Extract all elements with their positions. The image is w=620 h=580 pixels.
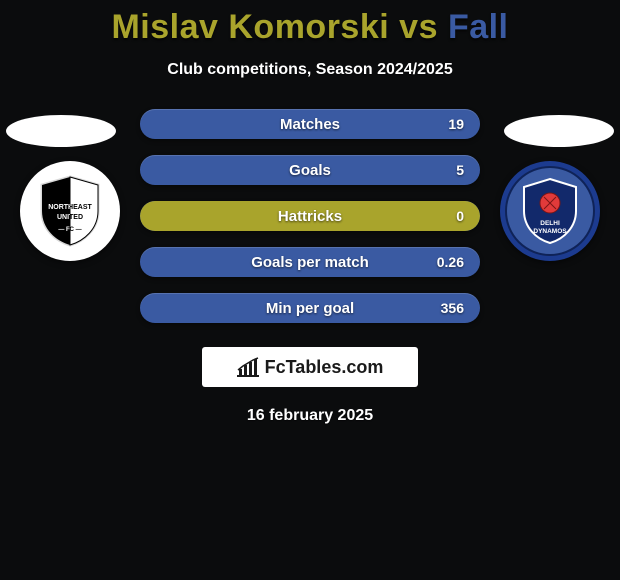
comparison-stage: NORTHEAST UNITED — FC — NORTHEAST UNITED…	[0, 109, 620, 339]
brand-box: FcTables.com	[202, 347, 418, 387]
player1-name: Mislav Komorski	[111, 8, 389, 46]
stat-row: Goals per match 0.26	[140, 247, 480, 277]
brand-text: FcTables.com	[265, 357, 384, 378]
stat-right-value: 0.26	[437, 254, 464, 270]
stat-right-value: 5	[456, 162, 464, 178]
delhi-dynamos-crest-icon: DELHI DYNAMOS	[500, 161, 600, 261]
left-ellipse-decor	[6, 115, 116, 147]
right-ellipse-decor	[504, 115, 614, 147]
stat-row: Hattricks 0	[140, 201, 480, 231]
stat-row: Matches 19	[140, 109, 480, 139]
svg-text:DELHI: DELHI	[540, 220, 560, 227]
stat-right-value: 19	[448, 116, 464, 132]
stat-row: Goals 5	[140, 155, 480, 185]
stat-right-value: 356	[441, 300, 464, 316]
stat-label: Matches	[280, 116, 340, 133]
stat-bars: Matches 19 Goals 5 Hattricks 0 Goals per match…	[140, 109, 480, 339]
player2-club-badge: DELHI DYNAMOS	[500, 161, 600, 261]
player2-name: Fall	[448, 8, 509, 46]
chart-icon	[237, 357, 259, 377]
northeast-united-crest-icon: NORTHEAST UNITED — FC — NORTHEAST UNITED…	[30, 171, 110, 251]
stat-label: Min per goal	[266, 300, 354, 317]
comparison-title: Mislav Komorski vs Fall	[0, 0, 620, 47]
date-label: 16 february 2025	[0, 407, 620, 425]
svg-text:DYNAMOS: DYNAMOS	[533, 228, 567, 235]
player1-club-badge: NORTHEAST UNITED — FC — NORTHEAST UNITED…	[20, 161, 120, 261]
stat-right-value: 0	[456, 208, 464, 224]
vs-separator: vs	[399, 8, 438, 46]
stat-label: Goals	[289, 162, 331, 179]
subtitle: Club competitions, Season 2024/2025	[0, 47, 620, 79]
stat-row: Min per goal 356	[140, 293, 480, 323]
stat-label: Goals per match	[251, 254, 369, 271]
stat-label: Hattricks	[278, 208, 342, 225]
